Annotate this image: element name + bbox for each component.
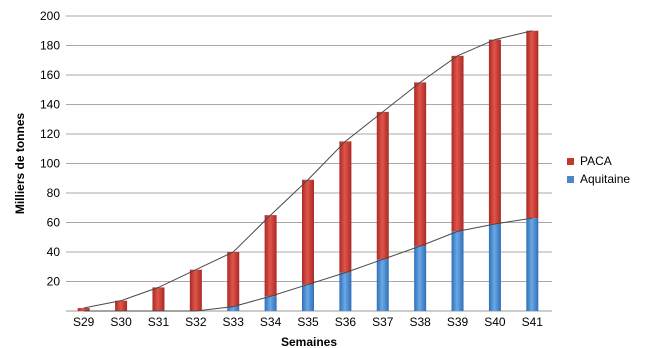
bar-aquitaine	[414, 246, 427, 311]
x-tick-label: S39	[447, 315, 469, 329]
bar-aquitaine	[376, 259, 389, 311]
bar-paca	[77, 308, 90, 311]
y-tick-label: 20	[47, 275, 61, 289]
x-tick-label: S41	[522, 315, 544, 329]
bar-aquitaine	[339, 272, 352, 311]
y-tick-label: 160	[40, 68, 60, 82]
bar-paca	[526, 30, 539, 219]
x-tick-label: S35	[297, 315, 319, 329]
legend: PACA Aquitaine	[567, 154, 630, 186]
x-tick-label: S40	[484, 315, 506, 329]
bar-paca	[302, 179, 314, 285]
bar-paca	[152, 287, 165, 311]
bar-paca	[189, 269, 202, 311]
bar-aquitaine	[264, 296, 277, 311]
bars-layer	[77, 30, 539, 311]
y-tick-label: 200	[40, 9, 60, 23]
trend-lines	[83, 30, 533, 312]
y-axis-label: Milliers de tonnes	[13, 112, 27, 214]
bar-paca	[227, 252, 240, 307]
y-tick-label: 120	[40, 127, 60, 141]
bar-paca	[414, 82, 427, 247]
x-tick-label: S34	[260, 315, 282, 329]
legend-label: PACA	[580, 154, 612, 168]
y-axis-ticks: 20 40 60 80 100 120 140 160 180 200	[40, 9, 60, 289]
legend-label: Aquitaine	[580, 172, 630, 186]
bar-aquitaine	[451, 231, 464, 311]
bar-aquitaine	[488, 223, 501, 311]
bar-aquitaine	[227, 306, 240, 311]
x-tick-label: S31	[148, 315, 170, 329]
x-tick-label: S32	[185, 315, 207, 329]
y-tick-label: 80	[47, 186, 61, 200]
bar-aquitaine	[526, 218, 539, 311]
aquitaine-trend-line	[83, 217, 533, 312]
x-tick-label: S30	[110, 315, 132, 329]
y-tick-label: 40	[47, 245, 61, 259]
y-tick-label: 100	[40, 157, 60, 171]
y-tick-label: 60	[47, 216, 61, 230]
x-axis-ticks: S29 S30 S31 S32 S33 S34 S35 S36 S37 S38 S39 S40 S41	[73, 315, 543, 329]
x-tick-label: S36	[335, 315, 357, 329]
bar-aquitaine	[302, 284, 314, 311]
bar-paca	[376, 111, 389, 260]
x-tick-label: S37	[372, 315, 394, 329]
x-axis-label: Semaines	[281, 335, 337, 348]
x-tick-label: S33	[223, 315, 245, 329]
y-tick-label: 180	[40, 39, 60, 53]
y-tick-label: 140	[40, 98, 60, 112]
bar-paca	[264, 215, 277, 297]
x-tick-label: S29	[73, 315, 95, 329]
total-trend-line	[83, 30, 533, 309]
bar-paca	[339, 141, 352, 273]
bar-paca	[115, 300, 128, 311]
bar-paca	[488, 39, 501, 224]
x-tick-label: S38	[409, 315, 431, 329]
legend-swatch	[567, 158, 574, 165]
bar-paca	[451, 55, 464, 232]
legend-swatch	[567, 176, 574, 183]
